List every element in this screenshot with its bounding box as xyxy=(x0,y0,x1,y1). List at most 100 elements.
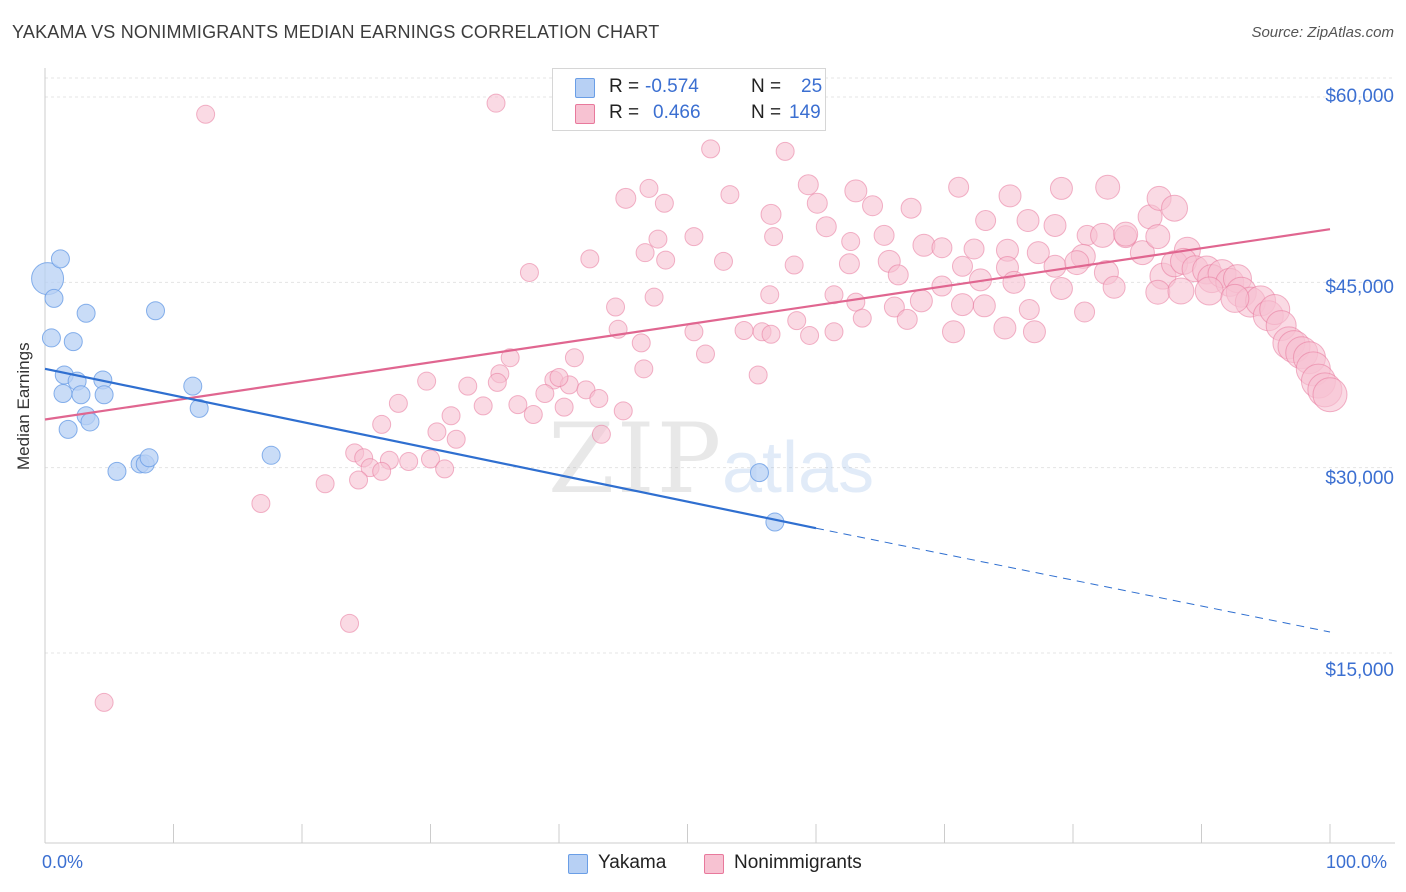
yakama-point xyxy=(183,376,203,396)
legend-label: Nonimmigrants xyxy=(734,852,862,873)
nonimmigrants-point xyxy=(1145,279,1171,305)
yakama-swatch xyxy=(568,854,588,874)
nonimmigrants-point xyxy=(1022,320,1046,344)
nonimmigrants-point xyxy=(784,255,804,275)
watermark: ZIP atlas xyxy=(548,403,874,515)
nonimmigrants-point xyxy=(1049,277,1073,301)
nonimmigrants-point xyxy=(606,297,626,317)
nonimmigrants-point xyxy=(1194,276,1224,306)
nonimmigrants-point xyxy=(787,311,807,331)
nonimmigrants-point xyxy=(349,470,369,490)
nonimmigrants-point xyxy=(580,249,600,269)
nonimmigrants-point xyxy=(963,238,985,260)
nonimmigrants-point xyxy=(1049,176,1073,200)
nonimmigrants-point xyxy=(487,372,507,392)
nonimmigrants-point xyxy=(1016,209,1040,233)
stats-legend: R = -0.574 N = 25 R = 0.466 N = 149 xyxy=(552,68,826,131)
yakama-trend-extension xyxy=(815,527,1331,633)
nonimmigrants-point xyxy=(656,250,676,270)
nonimmigrants-point xyxy=(800,325,820,345)
y-tick-label: $15,000 xyxy=(1325,660,1394,681)
nonimmigrants-point xyxy=(196,104,216,124)
yakama-point xyxy=(53,384,73,404)
yakama-swatch xyxy=(575,78,595,98)
nonimmigrants-points xyxy=(94,93,1348,712)
nonimmigrants-point xyxy=(654,193,674,213)
yakama-point xyxy=(63,332,83,352)
yakama-points xyxy=(31,249,785,532)
nonimmigrants-point xyxy=(372,461,392,481)
nonimmigrants-point xyxy=(486,93,506,113)
yakama-point xyxy=(139,448,159,468)
nonimmigrants-point xyxy=(883,296,905,318)
nonimmigrants-point xyxy=(931,237,953,259)
yakama-point xyxy=(189,398,209,418)
nonimmigrants-point xyxy=(519,262,539,282)
nonimmigrants-trend-line xyxy=(44,228,1331,421)
nonimmigrants-point xyxy=(648,229,668,249)
nonimmigrants-point xyxy=(421,449,440,469)
yakama-point xyxy=(58,419,78,439)
r-value: -0.574 xyxy=(645,76,699,97)
nonimmigrants-point xyxy=(764,227,784,247)
nonimmigrants-point xyxy=(1043,254,1067,278)
nonimmigrants-swatch xyxy=(704,854,724,874)
nonimmigrants-point xyxy=(615,187,637,209)
y-tick-label: $30,000 xyxy=(1325,468,1394,489)
nonimmigrants-swatch xyxy=(575,104,595,124)
nonimmigrants-point xyxy=(846,292,866,312)
yakama-point xyxy=(80,412,100,432)
nonimmigrants-point xyxy=(748,365,768,385)
nonimmigrants-point xyxy=(797,174,819,196)
nonimmigrants-point xyxy=(806,192,828,214)
nonimmigrants-point xyxy=(695,344,715,364)
nonimmigrants-point xyxy=(631,333,651,353)
gridlines xyxy=(45,77,1395,654)
nonimmigrants-point xyxy=(589,388,609,408)
nonimmigrants-point xyxy=(941,320,965,344)
legend-label: Yakama xyxy=(598,852,667,873)
x-tick-label-min: 0.0% xyxy=(42,852,84,872)
nonimmigrants-point xyxy=(684,227,704,247)
nonimmigrants-point xyxy=(591,424,611,444)
nonimmigrants-point xyxy=(873,224,895,246)
nonimmigrants-point xyxy=(1312,377,1348,413)
nonimmigrants-point xyxy=(909,289,933,313)
nonimmigrants-point xyxy=(734,321,754,341)
nonimmigrants-point xyxy=(251,493,271,513)
n-value: 25 xyxy=(801,76,823,97)
nonimmigrants-point xyxy=(635,243,655,263)
nonimmigrants-point xyxy=(912,233,936,257)
yakama-trend-line xyxy=(44,367,817,530)
nonimmigrants-point xyxy=(508,395,528,415)
yakama-point xyxy=(44,288,64,308)
nonimmigrants-point xyxy=(852,308,872,328)
nonimmigrants-point xyxy=(1102,275,1126,299)
r-label: R = xyxy=(609,76,640,97)
nonimmigrants-point xyxy=(340,613,360,633)
nonimmigrants-point xyxy=(701,139,721,159)
yakama-point xyxy=(107,461,127,481)
yakama-point xyxy=(261,445,281,465)
nonimmigrants-point xyxy=(975,210,997,232)
yakama-point xyxy=(94,385,114,405)
nonimmigrants-point xyxy=(441,406,461,426)
nonimmigrants-point xyxy=(948,176,970,198)
nonimmigrants-point xyxy=(844,179,868,203)
nonimmigrants-point xyxy=(1074,301,1096,323)
legend-item-nonimmigrants[interactable]: Nonimmigrants xyxy=(704,852,884,876)
y-tick-label: $60,000 xyxy=(1325,86,1394,107)
yakama-point xyxy=(76,303,96,323)
nonimmigrants-point xyxy=(634,359,654,379)
yakama-point xyxy=(71,385,91,405)
nonimmigrants-point xyxy=(417,371,437,391)
nonimmigrants-point xyxy=(862,195,884,217)
nonimmigrants-point xyxy=(1095,174,1121,200)
nonimmigrants-point xyxy=(372,414,392,434)
legend-item-yakama[interactable]: Yakama xyxy=(568,852,688,876)
nonimmigrants-point xyxy=(838,253,860,275)
nonimmigrants-point xyxy=(94,692,114,712)
nonimmigrants-point xyxy=(824,322,844,342)
nonimmigrants-point xyxy=(315,474,335,494)
